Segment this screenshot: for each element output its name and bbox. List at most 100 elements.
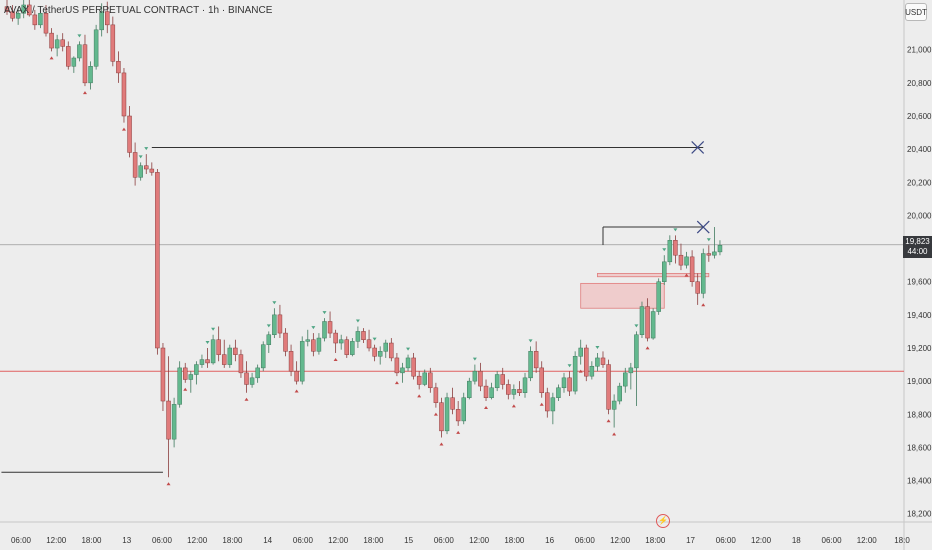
candle-up [467, 380, 472, 398]
x-tick-label: 18:00 [363, 536, 384, 545]
candle-up [255, 367, 260, 379]
y-tick-label: 20,000 [907, 211, 932, 220]
flash-icon[interactable]: ⚡ [656, 514, 670, 528]
candle-down [517, 389, 522, 393]
y-tick-label: 19,600 [907, 278, 932, 287]
swing-low-marker [166, 482, 171, 486]
candle-up [21, 4, 26, 14]
swing-high-marker [311, 326, 316, 330]
candle-up [305, 339, 311, 342]
candle-down [506, 384, 511, 395]
currency-button[interactable]: USDT [905, 3, 927, 21]
candle-down [311, 339, 316, 352]
swing-low-marker [484, 406, 489, 410]
x-tick-label: 12:00 [46, 536, 67, 545]
candle-up [472, 370, 478, 382]
candle-up [701, 253, 706, 294]
x-tick-label: 12:00 [469, 536, 490, 545]
candle-up [556, 387, 561, 398]
x-tick-label: 12:00 [751, 536, 772, 545]
y-tick-label: 18,400 [907, 477, 932, 486]
swing-low-marker [417, 394, 422, 398]
candle-down [82, 44, 88, 84]
candle-up [210, 339, 216, 364]
candle-up [99, 11, 104, 31]
swing-low-marker [244, 397, 249, 401]
candle-down [455, 409, 461, 422]
candle-up [572, 356, 578, 392]
swing-low-marker [121, 127, 126, 131]
candle-down [411, 357, 416, 377]
candle-up [355, 331, 361, 342]
candle-up [272, 314, 277, 335]
candle-up [684, 256, 689, 266]
swing-high-marker [673, 228, 678, 232]
candle-down [116, 61, 121, 74]
candle-up [628, 367, 634, 374]
candle-down [149, 168, 155, 173]
swing-low-marker [612, 432, 617, 436]
swing-low-marker [294, 389, 299, 393]
candle-up [494, 374, 500, 389]
supply-zone [597, 273, 710, 278]
candle-down [327, 321, 333, 334]
swing-low-marker [684, 273, 689, 277]
candle-down [333, 332, 338, 344]
x-tick-label: 18 [792, 536, 801, 545]
candle-up [138, 165, 143, 178]
swing-high-marker [211, 327, 216, 331]
candle-up [266, 334, 272, 345]
candle-down [450, 397, 455, 410]
y-tick-label: 18,200 [907, 510, 932, 519]
x-tick-label: 12:00 [328, 536, 349, 545]
candle-up [405, 357, 411, 369]
swing-low-marker [645, 346, 650, 350]
candle-up [578, 347, 583, 357]
x-tick-label: 06:00 [11, 536, 32, 545]
swing-high-marker [77, 34, 82, 38]
swing-high-marker [406, 347, 411, 351]
swing-low-marker [578, 369, 583, 373]
candle-down [361, 331, 366, 340]
swing-low-marker [183, 387, 188, 391]
candle-down [584, 347, 589, 377]
x-tick-label: 16 [545, 536, 554, 545]
candle-up [528, 351, 533, 379]
symbol-title[interactable]: AVAX / TetherUS PERPETUAL CONTRACT · 1h … [4, 5, 273, 16]
candle-up [522, 377, 528, 393]
candle-down [155, 172, 160, 349]
swing-high-marker [595, 345, 600, 349]
candle-up [15, 13, 21, 19]
y-tick-label: 20,800 [907, 79, 932, 88]
x-tick-label: 18:00 [645, 536, 666, 545]
candle-down [277, 314, 283, 334]
candle-down [433, 387, 439, 403]
cross-mark [696, 220, 710, 234]
candle-down [110, 24, 116, 62]
candle-up [639, 306, 645, 335]
swing-high-marker [322, 311, 327, 315]
candle-down [66, 46, 71, 67]
candle-down [606, 364, 611, 410]
candle-up [71, 57, 77, 67]
candle-up [511, 389, 517, 395]
x-tick-label: 06:00 [822, 536, 843, 545]
candle-down [678, 254, 684, 266]
x-tick-label: 18:00 [504, 536, 525, 545]
candle-up [617, 385, 622, 402]
swing-high-marker [272, 301, 277, 305]
candle-down [539, 367, 544, 393]
candle-up [595, 357, 600, 367]
swing-high-marker [266, 324, 271, 328]
x-tick-label: 18:0 [894, 536, 910, 545]
x-tick-label: 13 [122, 536, 131, 545]
candle-up [54, 39, 60, 49]
candle-up [444, 397, 450, 432]
candle-up [383, 342, 389, 352]
candle-down [645, 306, 650, 339]
candle-up [650, 311, 656, 339]
x-tick-label: 18:00 [222, 536, 243, 545]
swing-high-marker [528, 339, 533, 343]
candle-down [4, 6, 10, 12]
